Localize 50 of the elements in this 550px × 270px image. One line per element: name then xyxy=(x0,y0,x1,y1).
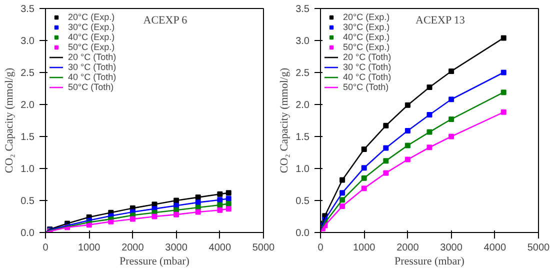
y-tick-label: 0.0 xyxy=(20,228,35,239)
y-tick-label: 1.0 xyxy=(296,164,310,175)
text: ACEXP 13 xyxy=(415,14,466,26)
legend-label: 40°C (Exp.) xyxy=(68,32,115,42)
legend-label: 30°C (Exp.) xyxy=(343,22,390,32)
legend-label: 40°C (Exp.) xyxy=(343,32,390,42)
x-tick-label: 1000 xyxy=(78,242,101,254)
x-tick-label: 4000 xyxy=(208,242,232,254)
legend-label: 30 °C (Toth) xyxy=(68,62,116,72)
y-tick-label: 2.0 xyxy=(20,100,35,111)
legend-label: 50°C (Exp.) xyxy=(68,42,115,52)
y-tick-label: 1.5 xyxy=(20,132,35,143)
x-tick-label: 1000 xyxy=(352,242,376,254)
x-tick-label: 2000 xyxy=(122,242,144,254)
x-tick-label: 5000 xyxy=(252,242,276,254)
x-tick-label: 4000 xyxy=(484,242,506,254)
x-tick-label: 0 xyxy=(318,242,324,254)
legend-label: 20 °C (Toth) xyxy=(343,52,392,62)
y-tick-label: 3.0 xyxy=(20,36,35,47)
y-tick-label: 2.0 xyxy=(296,100,310,111)
x-tick-label: 0 xyxy=(42,242,49,254)
legend-label: 40 °C (Toth) xyxy=(343,72,392,82)
x-axis-title: Pressure (mbar) xyxy=(120,256,190,268)
y-tick-label: 3.0 xyxy=(296,36,310,47)
y-tick-label: 0.5 xyxy=(296,196,310,207)
text: ACEXP 6 xyxy=(143,14,188,26)
y-tick-label: 0.5 xyxy=(20,196,35,207)
y-tick-label: 2.5 xyxy=(296,68,310,79)
y-tick-label: 2.5 xyxy=(20,68,35,79)
y-axis-title: CO₂ Capacity (mmol/g) xyxy=(278,68,291,174)
legend-label: 20°C (Exp.) xyxy=(68,12,115,22)
legend-label: 30 °C (Toth) xyxy=(343,62,392,72)
x-tick-label: 5000 xyxy=(527,242,550,254)
legend-label: 40 °C (Toth) xyxy=(68,72,116,82)
legend-label: 50°C (Toth) xyxy=(68,82,114,92)
legend-label: 20 °C (Toth) xyxy=(68,52,116,62)
x-tick-label: 3000 xyxy=(440,242,463,254)
legend-label: 50°C (Toth) xyxy=(343,82,389,92)
y-tick-label: 3.5 xyxy=(20,4,35,15)
y-tick-label: 1.0 xyxy=(20,164,35,175)
y-tick-label: 0.0 xyxy=(296,228,310,239)
legend-label: 30°C (Exp.) xyxy=(68,22,115,32)
y-tick-label: 3.5 xyxy=(296,4,310,15)
legend-label: 50°C (Exp.) xyxy=(343,42,390,52)
y-axis-title: CO₂ Capacity (mmol/g) xyxy=(4,68,16,174)
x-axis-title: Pressure (mbar) xyxy=(394,256,465,268)
x-tick-label: 3000 xyxy=(165,242,188,254)
legend-label: 20°C (Exp.) xyxy=(343,12,390,22)
x-tick-label: 2000 xyxy=(396,242,420,254)
y-tick-label: 1.5 xyxy=(296,132,310,143)
